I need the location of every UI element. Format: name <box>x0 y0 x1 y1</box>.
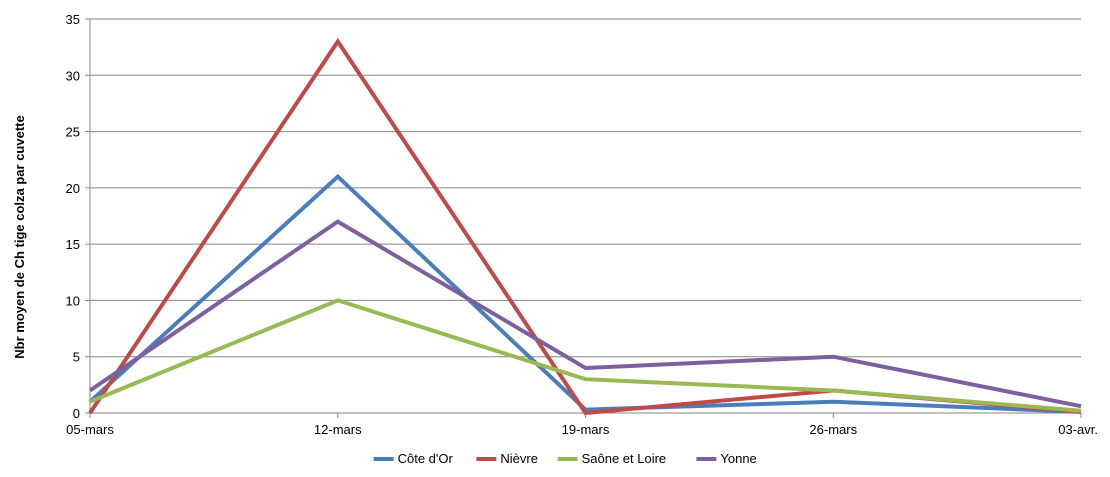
gridlines <box>85 18 1082 418</box>
series-line-nievre <box>88 37 1082 416</box>
legend-item: Côte d'Or <box>373 451 454 466</box>
x-tick-label: 03-avr. <box>1058 422 1098 437</box>
x-tick-label: 19-mars <box>562 422 610 437</box>
x-tick-labels: 05-mars 12-mars 19-mars 26-mars 03-avr. <box>66 422 1098 437</box>
y-tick-labels: 0 5 10 15 20 25 30 35 <box>66 12 80 421</box>
y-tick-label: 25 <box>66 125 80 140</box>
x-tick-label: 26-mars <box>809 422 857 437</box>
legend-label: Côte d'Or <box>398 451 454 466</box>
legend: Côte d'Or Nièvre Saône et Loire Yonne <box>373 451 757 466</box>
series-line-yonne <box>88 219 1082 409</box>
x-tick-label: 05-mars <box>66 422 114 437</box>
y-tick-label: 10 <box>66 293 80 308</box>
legend-label: Yonne <box>720 451 756 466</box>
y-tick-label: 30 <box>66 68 80 83</box>
legend-label: Nièvre <box>500 451 538 466</box>
legend-label: Saône et Loire <box>582 451 667 466</box>
x-tick-label: 12-mars <box>314 422 362 437</box>
series-line-saone-et-loire <box>89 298 1082 413</box>
legend-item: Saône et Loire <box>557 451 667 466</box>
legend-item: Yonne <box>696 451 757 466</box>
legend-item: Nièvre <box>476 451 538 466</box>
y-tick-label: 20 <box>66 181 80 196</box>
y-tick-label: 0 <box>73 406 80 421</box>
y-tick-label: 35 <box>66 12 80 27</box>
y-tick-label: 15 <box>66 237 80 252</box>
y-axis-title: Nbr moyen de Ch tige colza par cuvette <box>12 115 27 358</box>
series-lines <box>88 37 1082 416</box>
y-tick-label: 5 <box>73 350 80 365</box>
